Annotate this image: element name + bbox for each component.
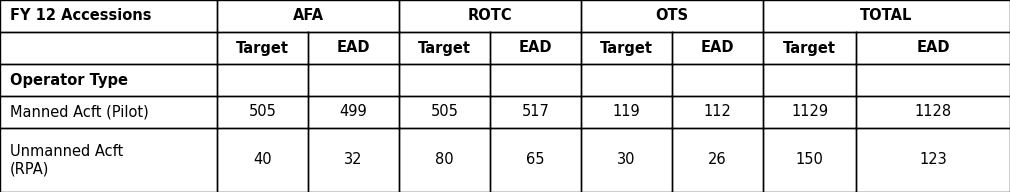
Text: 26: 26 xyxy=(708,152,726,167)
Text: 65: 65 xyxy=(526,152,544,167)
Text: 505: 505 xyxy=(430,104,459,119)
Text: AFA: AFA xyxy=(293,8,323,23)
Text: Target: Target xyxy=(783,41,836,55)
Text: 517: 517 xyxy=(521,104,549,119)
Text: EAD: EAD xyxy=(700,41,734,55)
Text: EAD: EAD xyxy=(336,41,371,55)
Text: Unmanned Acft
(RPA): Unmanned Acft (RPA) xyxy=(10,144,123,176)
Text: 1128: 1128 xyxy=(915,104,951,119)
Text: 112: 112 xyxy=(703,104,731,119)
Text: Target: Target xyxy=(418,41,471,55)
Text: 40: 40 xyxy=(254,152,272,167)
Text: Target: Target xyxy=(600,41,652,55)
Text: Operator Type: Operator Type xyxy=(10,73,128,88)
Text: OTS: OTS xyxy=(655,8,688,23)
Text: Manned Acft (Pilot): Manned Acft (Pilot) xyxy=(10,104,148,119)
Text: 505: 505 xyxy=(248,104,277,119)
Text: 30: 30 xyxy=(617,152,635,167)
Text: 123: 123 xyxy=(919,152,947,167)
Text: TOTAL: TOTAL xyxy=(861,8,912,23)
Text: Target: Target xyxy=(236,41,289,55)
Text: ROTC: ROTC xyxy=(468,8,512,23)
Text: 1129: 1129 xyxy=(791,104,828,119)
Text: 150: 150 xyxy=(796,152,823,167)
Text: FY 12 Accessions: FY 12 Accessions xyxy=(10,8,151,23)
Text: EAD: EAD xyxy=(916,41,950,55)
Text: EAD: EAD xyxy=(518,41,552,55)
Text: 119: 119 xyxy=(612,104,640,119)
Text: 80: 80 xyxy=(435,152,453,167)
Text: 32: 32 xyxy=(344,152,363,167)
Text: 499: 499 xyxy=(339,104,368,119)
